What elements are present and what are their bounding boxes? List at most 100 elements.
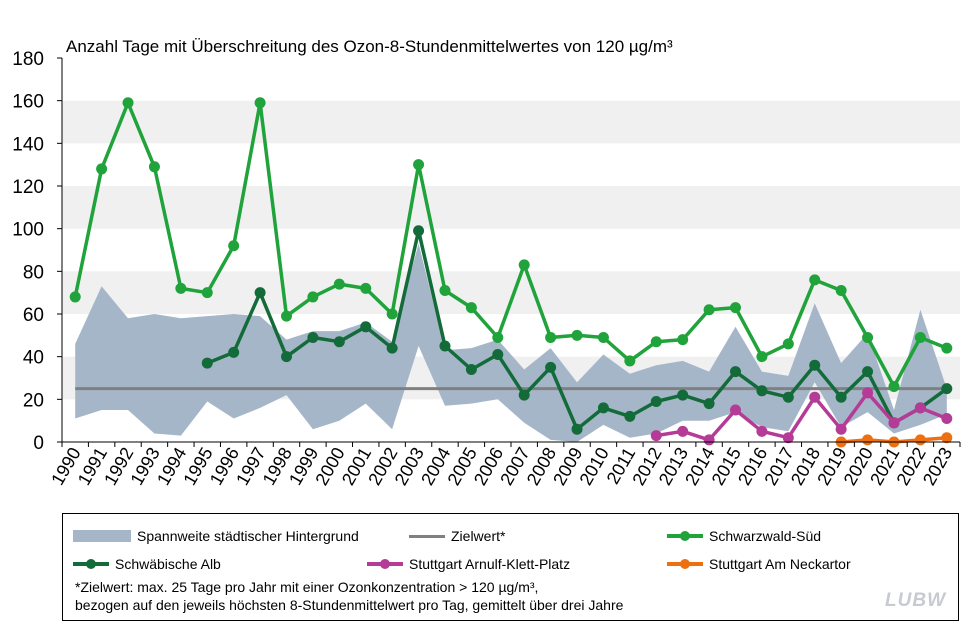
data-point-2012 <box>650 430 662 442</box>
x-tick-label: 2023 <box>919 444 956 489</box>
data-point-2020 <box>862 366 874 378</box>
data-point-2000 <box>333 278 345 290</box>
data-point-2019 <box>835 423 847 435</box>
data-point-1994 <box>175 282 187 294</box>
data-point-2020 <box>862 434 874 446</box>
data-point-2020 <box>862 387 874 399</box>
data-point-2016 <box>756 385 768 397</box>
data-point-2017 <box>782 338 794 350</box>
data-point-2005 <box>465 302 477 314</box>
data-point-2020 <box>862 331 874 343</box>
series-line <box>73 101 948 389</box>
data-series <box>69 97 953 448</box>
data-point-2023 <box>941 342 953 354</box>
target-footnote: *Zielwert: max. 25 Tage pro Jahr mit ein… <box>75 578 623 614</box>
y-tick-label: 180 <box>12 49 44 70</box>
data-point-2005 <box>465 363 477 375</box>
data-point-2021 <box>888 381 900 393</box>
data-point-1997 <box>254 97 266 109</box>
data-point-2016 <box>756 425 768 437</box>
legend-label-schwarzwald: Schwarzwald-Süd <box>709 528 822 544</box>
footnote-line-1: *Zielwert: max. 25 Tage pro Jahr mit ein… <box>75 579 539 595</box>
data-point-2012 <box>650 395 662 407</box>
legend-item-schwarzwald: Schwarzwald-Süd <box>667 528 821 544</box>
legend-swatch-arnulf <box>367 559 403 569</box>
y-tick-label: 40 <box>23 348 44 369</box>
data-point-2014 <box>703 398 715 410</box>
data-point-2003 <box>413 159 425 171</box>
data-point-1990 <box>69 291 81 303</box>
data-point-1998 <box>281 310 292 322</box>
legend-swatch-band <box>73 530 131 542</box>
y-tick-label: 60 <box>23 305 44 326</box>
legend-swatch-alb <box>73 559 109 569</box>
y-tick-label: 140 <box>12 134 44 155</box>
data-point-1992 <box>122 97 134 109</box>
data-point-2023 <box>941 413 953 425</box>
data-point-2018 <box>809 274 821 286</box>
legend-item-band: Spannweite städtischer Hintergrund <box>73 528 359 544</box>
data-point-2012 <box>650 336 662 348</box>
legend-item-arnulf: Stuttgart Arnulf-Klett-Platz <box>367 556 570 572</box>
legend: Spannweite städtischer Hintergrund Zielw… <box>62 513 959 621</box>
data-point-2021 <box>888 417 900 429</box>
data-point-2018 <box>809 391 821 403</box>
data-point-2015 <box>730 366 741 378</box>
legend-label-alb: Schwäbische Alb <box>115 556 221 572</box>
legend-item-alb: Schwäbische Alb <box>73 556 221 572</box>
legend-swatch-target <box>409 531 445 541</box>
data-point-2007 <box>518 259 530 271</box>
data-point-2009 <box>571 329 583 341</box>
data-point-2013 <box>677 334 689 346</box>
data-point-2015 <box>730 302 741 314</box>
series-stuttgart-arnulf-klett-platz <box>650 387 953 446</box>
data-point-2008 <box>545 361 557 373</box>
data-point-1991 <box>96 163 108 175</box>
data-point-2011 <box>624 355 636 367</box>
y-tick-label: 160 <box>12 92 44 113</box>
data-point-1999 <box>307 291 319 303</box>
chart-title: Anzahl Tage mit Überschreitung des Ozon-… <box>66 37 673 56</box>
x-tick-label: 2010 <box>576 444 613 489</box>
data-point-2002 <box>386 308 398 320</box>
data-point-2016 <box>756 351 768 363</box>
data-point-1995 <box>201 287 213 299</box>
data-point-1996 <box>228 346 240 358</box>
data-point-2015 <box>730 404 741 416</box>
y-tick-label: 100 <box>12 220 44 241</box>
series-schwarzwald-süd <box>69 97 953 393</box>
data-point-2008 <box>545 331 557 343</box>
data-point-2006 <box>492 331 504 343</box>
legend-swatch-schwarzwald <box>667 531 703 541</box>
y-tick-label: 20 <box>23 390 44 411</box>
data-point-1998 <box>281 351 292 363</box>
gridband <box>62 186 960 229</box>
legend-swatch-neckartor <box>667 559 703 569</box>
data-point-2004 <box>439 340 451 352</box>
data-point-2014 <box>703 434 715 446</box>
data-point-1999 <box>307 331 319 343</box>
y-tick-label: 80 <box>23 262 44 283</box>
data-point-2022 <box>914 434 926 446</box>
data-point-2001 <box>360 282 372 294</box>
legend-item-target: Zielwert* <box>409 528 505 544</box>
data-point-2022 <box>914 331 926 343</box>
lubw-logo: LUBW <box>885 590 946 611</box>
legend-label-target: Zielwert* <box>451 528 506 544</box>
data-point-2019 <box>835 391 847 403</box>
data-point-2010 <box>597 402 609 414</box>
ozone-chart: 0204060801001201401601801990199119921993… <box>12 37 961 489</box>
data-point-2011 <box>624 410 636 422</box>
range-band-area <box>75 243 947 442</box>
data-point-2017 <box>782 432 794 444</box>
gridband <box>62 100 960 144</box>
data-point-1996 <box>228 240 240 252</box>
data-point-2010 <box>597 331 609 343</box>
data-point-2000 <box>333 336 345 348</box>
legend-item-neckartor: Stuttgart Am Neckartor <box>667 556 851 572</box>
data-point-2018 <box>809 359 821 371</box>
data-point-1995 <box>201 357 213 369</box>
footnote-line-2: bezogen auf den jeweils höchsten 8-Stund… <box>75 597 624 613</box>
legend-label-arnulf: Stuttgart Arnulf-Klett-Platz <box>409 556 571 572</box>
data-point-2014 <box>703 304 715 316</box>
